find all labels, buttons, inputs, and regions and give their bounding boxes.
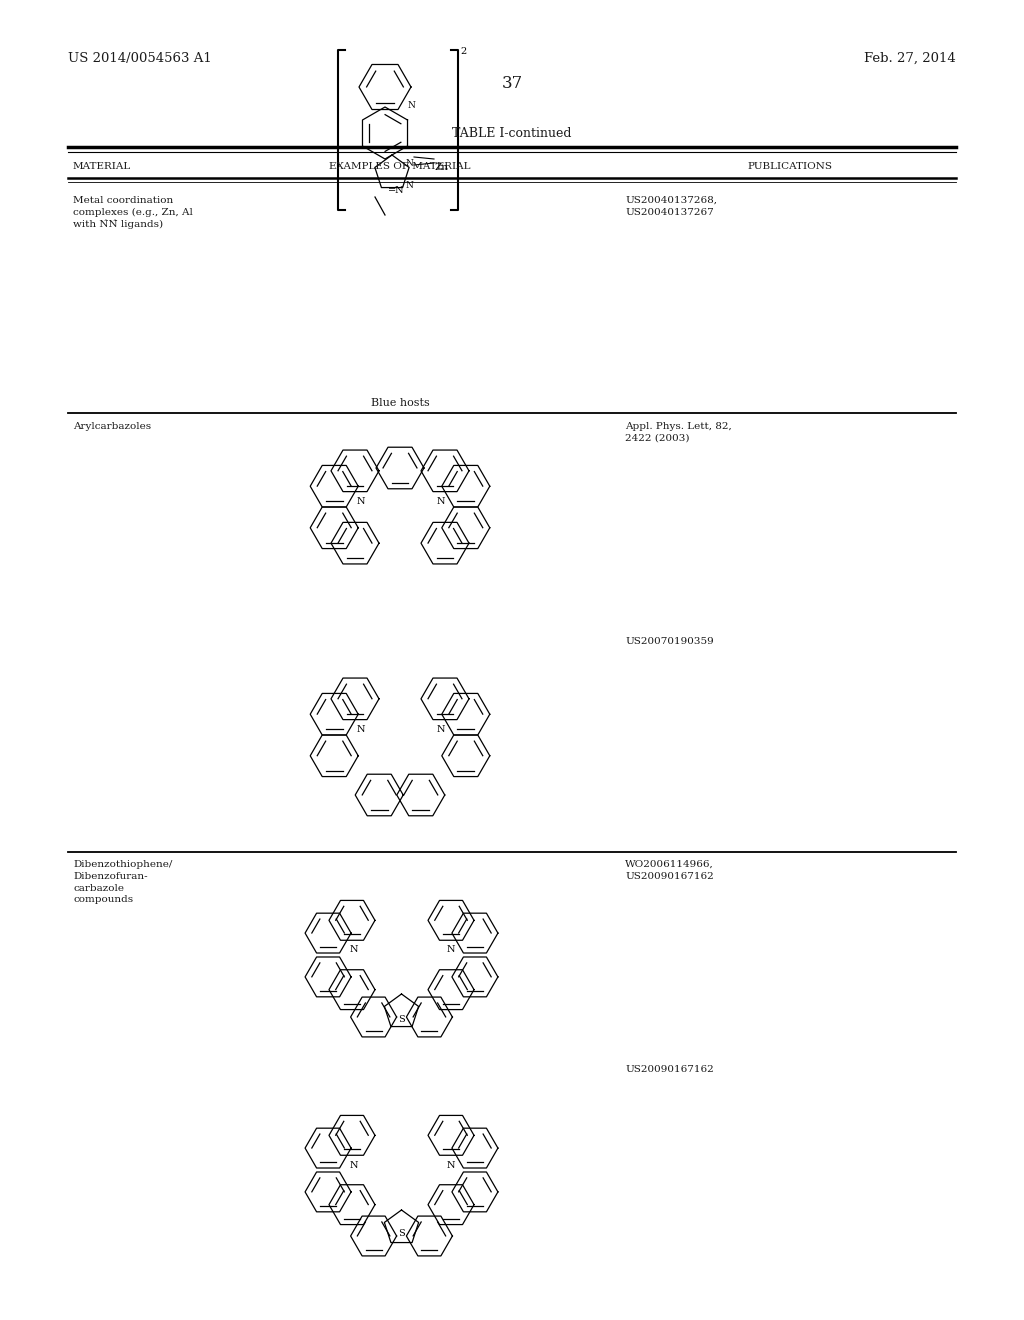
Text: MATERIAL: MATERIAL	[73, 162, 131, 172]
Text: US 2014/0054563 A1: US 2014/0054563 A1	[68, 51, 212, 65]
Text: N: N	[447, 1160, 456, 1170]
Text: N: N	[408, 100, 416, 110]
Text: N: N	[406, 158, 414, 168]
Text: 37: 37	[502, 75, 522, 92]
Text: Feb. 27, 2014: Feb. 27, 2014	[864, 51, 956, 65]
Text: Dibenzothiophene/
Dibenzofuran-
carbazole
compounds: Dibenzothiophene/ Dibenzofuran- carbazol…	[73, 861, 172, 904]
Text: Metal coordination
complexes (e.g., Zn, Al
with N̂N̂ ligands): Metal coordination complexes (e.g., Zn, …	[73, 195, 193, 230]
Text: US20090167162: US20090167162	[625, 1065, 714, 1074]
Text: US20070190359: US20070190359	[625, 638, 714, 645]
Text: 2: 2	[460, 48, 466, 55]
Text: N: N	[437, 498, 445, 507]
Text: N: N	[437, 726, 445, 734]
Text: N: N	[447, 945, 456, 954]
Text: WO2006114966,
US20090167162: WO2006114966, US20090167162	[625, 861, 714, 880]
Text: TABLE I-continued: TABLE I-continued	[453, 127, 571, 140]
Text: S: S	[398, 1015, 404, 1024]
Text: Arylcarbazoles: Arylcarbazoles	[73, 422, 152, 432]
Text: N: N	[357, 498, 366, 507]
Text: S: S	[398, 1229, 404, 1238]
Text: Blue hosts: Blue hosts	[371, 399, 429, 408]
Text: PUBLICATIONS: PUBLICATIONS	[748, 162, 833, 172]
Text: US20040137268,
US20040137267: US20040137268, US20040137267	[625, 195, 717, 216]
Text: N: N	[350, 1160, 358, 1170]
Text: N: N	[350, 945, 358, 954]
Text: Appl. Phys. Lett, 82,
2422 (2003): Appl. Phys. Lett, 82, 2422 (2003)	[625, 422, 732, 442]
Text: N: N	[357, 726, 366, 734]
Text: EXAMPLES OF MATERIAL: EXAMPLES OF MATERIAL	[330, 162, 471, 172]
Text: N: N	[406, 181, 414, 190]
Text: Zn: Zn	[435, 162, 449, 172]
Text: =N: =N	[388, 186, 404, 195]
